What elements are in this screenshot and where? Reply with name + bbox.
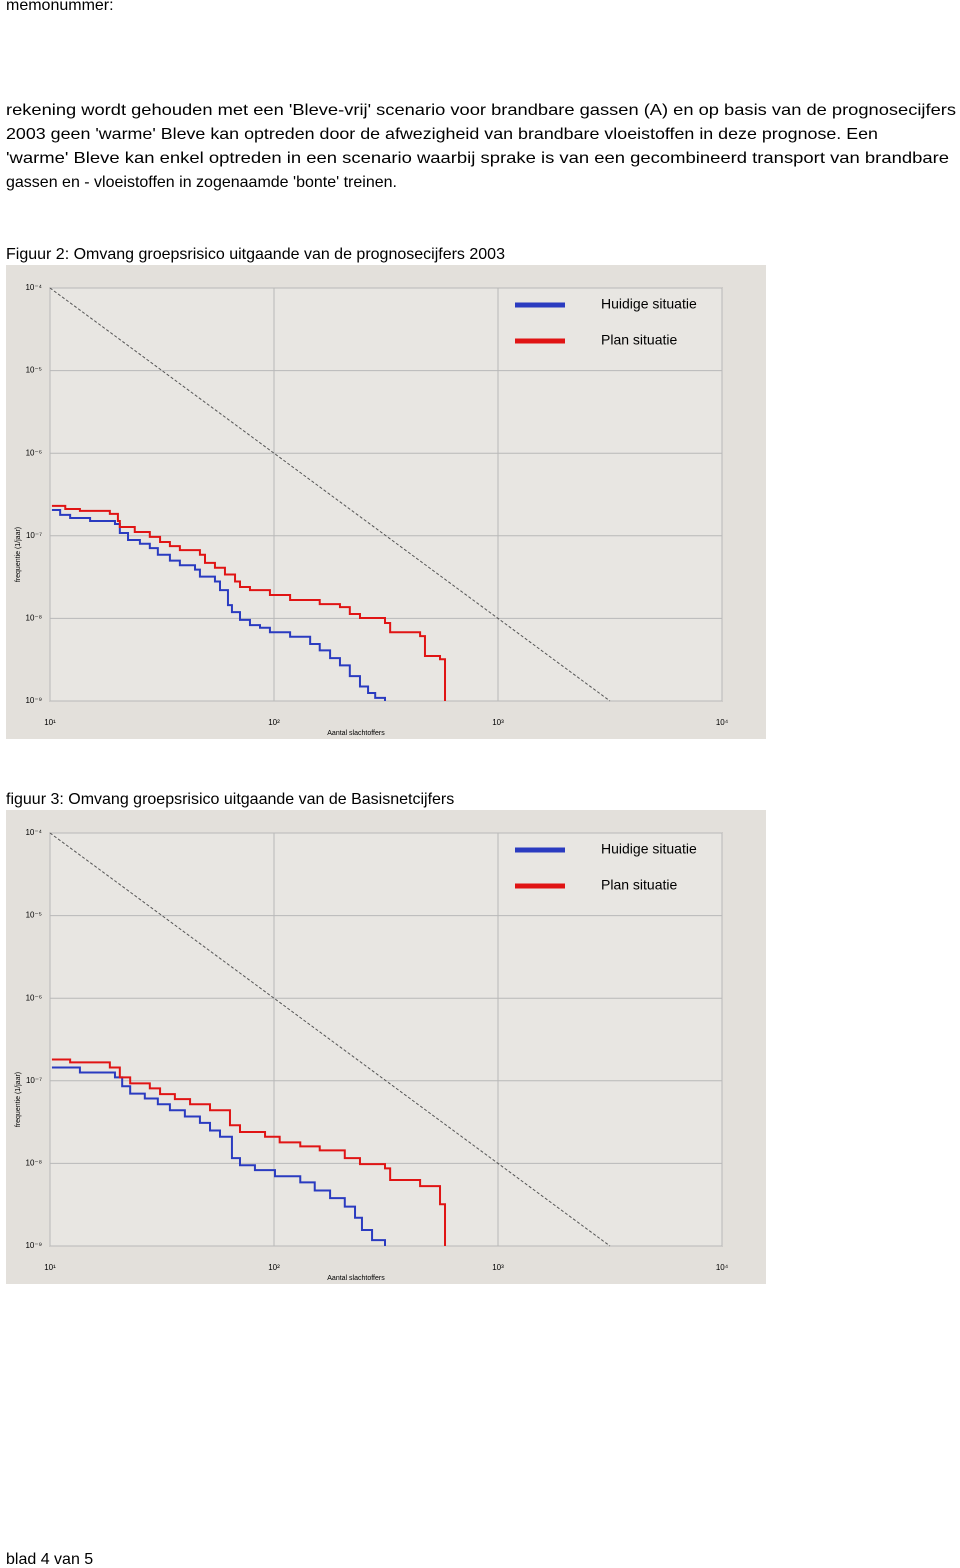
y-tick-label: 10⁻⁸ — [26, 1159, 43, 1168]
figure-caption: figuur 3: Omvang groepsrisico uitgaande … — [6, 791, 454, 808]
y-tick-label: 10⁻⁸ — [26, 614, 43, 623]
paragraph-line: 'warme' Bleve kan enkel optreden in een … — [6, 150, 949, 167]
y-tick-label: 10⁻⁴ — [25, 828, 42, 837]
y-tick-label: 10⁻⁴ — [25, 283, 42, 292]
footer: blad 4 van 5 — [6, 1551, 93, 1568]
y-tick-label: 10⁻⁷ — [26, 1076, 42, 1085]
y-tick-label: 10⁻⁹ — [25, 696, 42, 705]
figure-caption: Figuur 2: Omvang groepsrisico uitgaande … — [6, 246, 505, 263]
x-tick-label: 10⁴ — [716, 718, 729, 727]
paragraph-line: 2003 geen 'warme' Bleve kan optreden doo… — [6, 126, 878, 143]
reference-line — [49, 287, 611, 702]
y-tick-label: 10⁻⁷ — [26, 531, 42, 540]
paragraph-line: gassen en - vloeistoffen in zogenaamde '… — [6, 174, 397, 191]
x-tick-label: 10² — [268, 718, 280, 727]
x-axis-label: Aantal slachtoffers — [327, 730, 385, 737]
paragraph-line: rekening wordt gehouden met een 'Bleve-v… — [6, 102, 956, 119]
legend-label: Huidige situatie — [601, 296, 697, 312]
x-tick-label: 10³ — [492, 1263, 504, 1272]
series-line — [51, 509, 387, 701]
header: memonummer: — [6, 0, 114, 14]
plot-area — [49, 287, 723, 702]
legend-label: Huidige situatie — [601, 841, 697, 857]
series-line — [51, 1066, 387, 1246]
x-tick-label: 10³ — [492, 718, 504, 727]
x-axis-label: Aantal slachtoffers — [327, 1275, 385, 1282]
y-tick-label: 10⁻⁵ — [26, 911, 42, 920]
series-line — [51, 1058, 447, 1246]
x-tick-label: 10¹ — [44, 1263, 56, 1272]
x-tick-label: 10² — [268, 1263, 280, 1272]
y-tick-label: 10⁻⁶ — [26, 448, 42, 457]
x-tick-label: 10⁴ — [716, 1263, 729, 1272]
y-axis-label: frequentie (1/jaar) — [15, 527, 22, 582]
y-tick-label: 10⁻⁹ — [25, 1241, 42, 1250]
reference-line — [49, 832, 611, 1247]
y-tick-label: 10⁻⁶ — [26, 993, 42, 1002]
y-axis-label: frequentie (1/jaar) — [15, 1072, 22, 1127]
legend-label: Plan situatie — [601, 332, 677, 348]
series-line — [51, 504, 447, 701]
y-tick-label: 10⁻⁵ — [26, 366, 42, 375]
plot-area — [49, 832, 723, 1247]
x-tick-label: 10¹ — [44, 718, 56, 727]
legend-label: Plan situatie — [601, 877, 677, 893]
